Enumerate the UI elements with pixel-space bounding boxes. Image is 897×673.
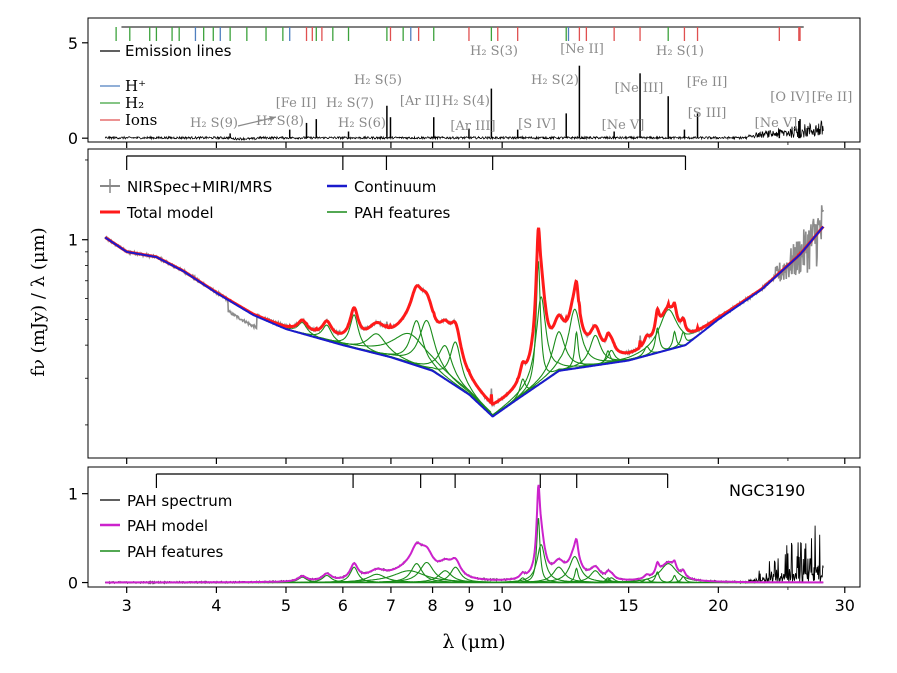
panel-emission-lines: H₂ S(9) H₂ S(8) [Fe II] H₂ S(7) H₂ S(6) H₂ S(…	[68, 17, 861, 148]
xtick-label-10: 30	[835, 596, 855, 615]
pah-complex-bracket	[155, 473, 669, 488]
y-axis-label: fν (mJy) / λ (μm)	[28, 227, 49, 376]
line-annotation-20: [Fe II]	[812, 90, 853, 105]
annotation-arrowhead	[269, 116, 276, 121]
panel-spectral-fit: NIRSpec+MIRI/MRS Total model Continuum P…	[28, 148, 861, 459]
xtick-label-5: 8	[427, 596, 437, 615]
line-annotations: H₂ S(9) H₂ S(8) [Fe II] H₂ S(7) H₂ S(6) H₂ S(…	[190, 42, 852, 134]
pah-model-line	[105, 484, 824, 584]
line-annotation-12: [Ne II]	[560, 42, 604, 57]
panel-pah-spectrum: PAH spectrum PAH model PAH features NGC3…	[68, 466, 861, 593]
pah-feature-21	[585, 292, 757, 368]
pah-feature-17	[521, 338, 694, 397]
line-annotation-15: H₂ S(1)	[656, 44, 704, 59]
mid-frame	[87, 148, 861, 459]
top-frame	[87, 17, 861, 143]
mid-ytick-label-0: 1	[68, 231, 78, 250]
xtick-label-7: 10	[492, 596, 512, 615]
legend-label-data: NIRSpec+MIRI/MRS	[127, 178, 272, 196]
line-annotation-8: [Ar III]	[450, 119, 495, 134]
legend-label-pah-spectrum: PAH spectrum	[127, 492, 232, 510]
bot-frame	[87, 466, 861, 588]
top-legend: Emission lines H⁺ H₂ Ions	[100, 42, 232, 129]
legend-label-pah-model: PAH model	[127, 517, 208, 535]
line-annotation-19: [O IV]	[770, 90, 809, 105]
legend-label-hplus: H⁺	[125, 77, 146, 95]
emission-lines	[229, 65, 801, 139]
legend-label-h2: H₂	[125, 94, 144, 112]
line-annotation-17: [S III]	[688, 106, 727, 121]
line-annotation-11: H₂ S(2)	[531, 73, 579, 88]
residual-baseline	[104, 119, 824, 141]
line-annotation-2: [Fe II]	[276, 96, 317, 111]
xtick-label-8: 15	[618, 596, 638, 615]
legend-label-continuum: Continuum	[354, 178, 436, 196]
xtick-label-2: 5	[281, 596, 291, 615]
x-axis-ticks: 3 4 5 6 7 8 9 10 15 20 30	[122, 142, 855, 615]
line-annotation-5: H₂ S(5)	[354, 73, 402, 88]
x-axis-label: λ (μm)	[442, 631, 505, 653]
bot-y-ticks: 01	[68, 485, 88, 593]
pah-feature-20	[579, 296, 751, 368]
annotation-arrow	[237, 116, 277, 127]
bot-ytick-label-1: 1	[68, 485, 78, 504]
line-annotation-7: H₂ S(4)	[442, 94, 490, 109]
xtick-label-9: 20	[708, 596, 728, 615]
line-annotation-0: H₂ S(9)	[190, 116, 238, 131]
top-ytick-label-0: 0	[68, 129, 78, 148]
line-annotation-18: [Ne V]	[755, 116, 798, 131]
xtick-label-0: 3	[122, 596, 132, 615]
mid-y-ticks: 1	[68, 159, 88, 426]
top-y-ticks: 05	[68, 34, 88, 148]
line-annotation-4: H₂ S(6)	[338, 116, 386, 131]
line-markers	[115, 26, 804, 41]
line-annotation-10: [S IV]	[518, 117, 556, 132]
pah-complex-bracket	[126, 155, 687, 170]
line-annotation-3: H₂ S(7)	[326, 96, 374, 111]
xtick-label-6: 9	[464, 596, 474, 615]
legend-label-total: Total model	[126, 204, 214, 222]
line-annotation-13: [Ne V]	[602, 118, 645, 133]
top-ytick-label-1: 5	[68, 34, 78, 53]
line-annotation-6: [Ar II]	[400, 94, 440, 109]
continuum-line	[104, 226, 825, 418]
line-annotation-16: [Fe II]	[687, 75, 728, 90]
xtick-label-4: 7	[386, 596, 396, 615]
pah-feature-profiles	[212, 260, 766, 417]
pah-feature-4	[319, 332, 492, 413]
galaxy-name-label: NGC3190	[729, 481, 805, 500]
legend-label-ions: Ions	[125, 111, 157, 129]
legend-label-emission: Emission lines	[125, 42, 232, 60]
line-annotation-1: H₂ S(8)	[256, 114, 304, 129]
line-annotation-9: H₂ S(3)	[470, 44, 518, 59]
emission-baseline	[104, 119, 824, 141]
legend-label-pah-features: PAH features	[127, 543, 224, 561]
xtick-label-1: 4	[211, 596, 221, 615]
xtick-label-3: 6	[338, 596, 348, 615]
bot-legend: PAH spectrum PAH model PAH features NGC3…	[100, 481, 805, 561]
line-annotation-14: [Ne III]	[615, 81, 664, 96]
legend-label-pah: PAH features	[354, 204, 451, 222]
bot-pah-feature-11	[451, 543, 623, 583]
mid-legend: NIRSpec+MIRI/MRS Total model Continuum P…	[100, 178, 451, 222]
pah-feature-profiles	[105, 517, 824, 584]
total-model-line	[104, 225, 825, 406]
bot-ytick-label-0: 0	[68, 574, 78, 593]
pah-feature-7	[355, 345, 528, 416]
